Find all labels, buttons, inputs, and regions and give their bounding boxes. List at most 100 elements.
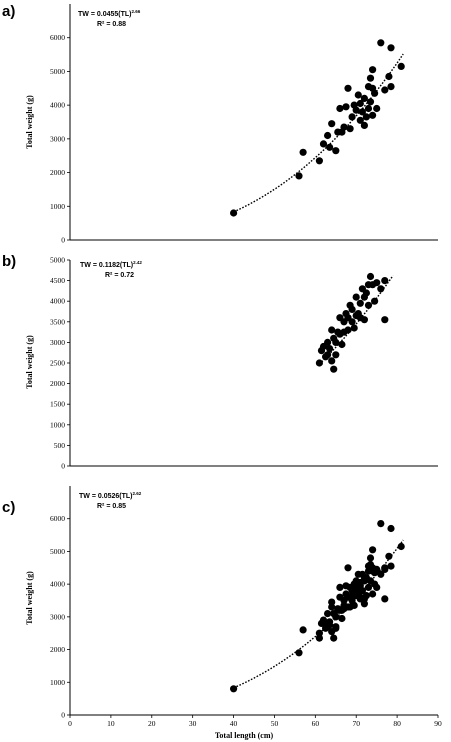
data-point: [230, 685, 238, 693]
data-point: [369, 66, 377, 74]
y-tick-label: 2000: [50, 168, 65, 177]
data-point: [332, 623, 340, 631]
panel-a-trendline: [233, 53, 404, 213]
data-point: [356, 299, 364, 307]
data-point: [338, 340, 346, 349]
y-tick-label: 6000: [50, 514, 65, 523]
data-point: [340, 123, 348, 131]
data-point: [350, 601, 358, 610]
y-tick-label: 5000: [50, 547, 65, 556]
y-tick-label: 1500: [50, 400, 65, 409]
data-point: [381, 316, 389, 324]
data-point: [348, 305, 356, 313]
data-point: [332, 147, 340, 155]
panel-b-r-squared: R² = 0.72: [105, 272, 134, 279]
data-point: [336, 583, 344, 592]
panel-a-r-squared: R² = 0.88: [97, 21, 126, 28]
data-point: [332, 351, 340, 359]
data-point: [377, 39, 385, 47]
data-point: [381, 564, 389, 572]
y-tick-label: 2000: [50, 645, 65, 654]
data-point: [369, 111, 377, 119]
panel-a-equation: TW = 0.0455(TL)2.66 R² = 0.88: [78, 9, 141, 28]
data-point: [381, 277, 389, 285]
data-point: [358, 587, 366, 595]
data-point: [326, 618, 334, 626]
data-point: [346, 125, 354, 133]
data-point: [324, 351, 332, 359]
x-tick-label: 60: [312, 719, 320, 728]
data-point: [371, 89, 379, 97]
panel-b-label: b): [2, 253, 16, 270]
panel-a: a) Total weight (g) TW = 0.0455(TL)2.66 …: [2, 3, 438, 245]
data-point: [377, 570, 385, 578]
data-point: [385, 552, 393, 560]
panel-b-equation: TW = 0.1182(TL)2.42 R² = 0.72: [80, 260, 142, 279]
panel-b-y-axis-label: Total weight (g): [25, 335, 34, 389]
data-point: [299, 148, 307, 156]
data-point: [315, 157, 323, 165]
y-tick-label: 1000: [50, 420, 65, 429]
x-tick-label: 0: [68, 719, 72, 728]
panel-c-r-squared: R² = 0.85: [97, 503, 126, 510]
panel-c-equation: TW = 0.0526(TL)2.62 R² = 0.85: [79, 491, 142, 510]
data-point: [326, 345, 334, 353]
data-point: [315, 359, 323, 367]
data-point: [354, 91, 362, 99]
data-point: [336, 104, 344, 113]
data-point: [362, 113, 370, 121]
data-point: [352, 293, 360, 301]
y-tick-label: 4500: [50, 276, 65, 285]
panel-b-equation-text: TW = 0.1182(TL)2.42: [80, 260, 142, 269]
y-tick-label: 0: [61, 462, 65, 471]
data-point: [364, 104, 373, 113]
data-point: [366, 74, 375, 82]
data-point: [387, 44, 395, 52]
data-point: [360, 121, 368, 129]
y-tick-label: 4000: [50, 297, 65, 306]
y-tick-label: 3000: [50, 338, 65, 347]
data-point: [369, 546, 377, 554]
x-tick-label: 50: [271, 719, 279, 728]
data-point: [348, 318, 356, 326]
data-point: [397, 542, 405, 551]
data-point: [356, 99, 364, 108]
y-tick-label: 4000: [50, 580, 65, 589]
data-point: [342, 103, 350, 111]
x-tick-label: 70: [352, 719, 360, 728]
data-point: [364, 583, 373, 592]
data-point: [295, 649, 303, 657]
data-point: [299, 626, 307, 634]
x-tick-label: 40: [230, 719, 238, 728]
y-tick-label: 3000: [50, 134, 65, 143]
data-point: [328, 603, 336, 611]
data-point: [328, 357, 336, 365]
panel-b-trendline: [318, 275, 394, 365]
y-tick-label: 3500: [50, 317, 65, 326]
panel-c-trendline: [233, 539, 404, 689]
data-point: [373, 279, 381, 287]
data-point: [330, 634, 338, 642]
panel-c-equation-text: TW = 0.0526(TL)2.62: [79, 491, 142, 500]
data-point: [373, 583, 381, 592]
data-point: [332, 613, 340, 621]
y-tick-label: 5000: [50, 67, 65, 76]
data-point: [338, 614, 346, 623]
data-point: [362, 592, 370, 600]
data-point: [344, 84, 352, 92]
data-point: [319, 140, 328, 148]
y-tick-label: 0: [61, 236, 65, 245]
data-point: [326, 143, 334, 151]
data-point: [230, 209, 238, 217]
y-tick-label: 5000: [50, 256, 65, 265]
data-point: [332, 338, 340, 346]
panel-b: b) Total weight (g) TW = 0.1182(TL)2.42 …: [2, 253, 438, 471]
panel-a-y-axis-label: Total weight (g): [25, 95, 34, 149]
data-point: [344, 564, 352, 572]
data-point: [387, 562, 395, 570]
data-point: [324, 338, 332, 346]
x-tick-label: 10: [107, 719, 115, 728]
data-point: [381, 595, 389, 603]
y-tick-label: 2500: [50, 359, 65, 368]
